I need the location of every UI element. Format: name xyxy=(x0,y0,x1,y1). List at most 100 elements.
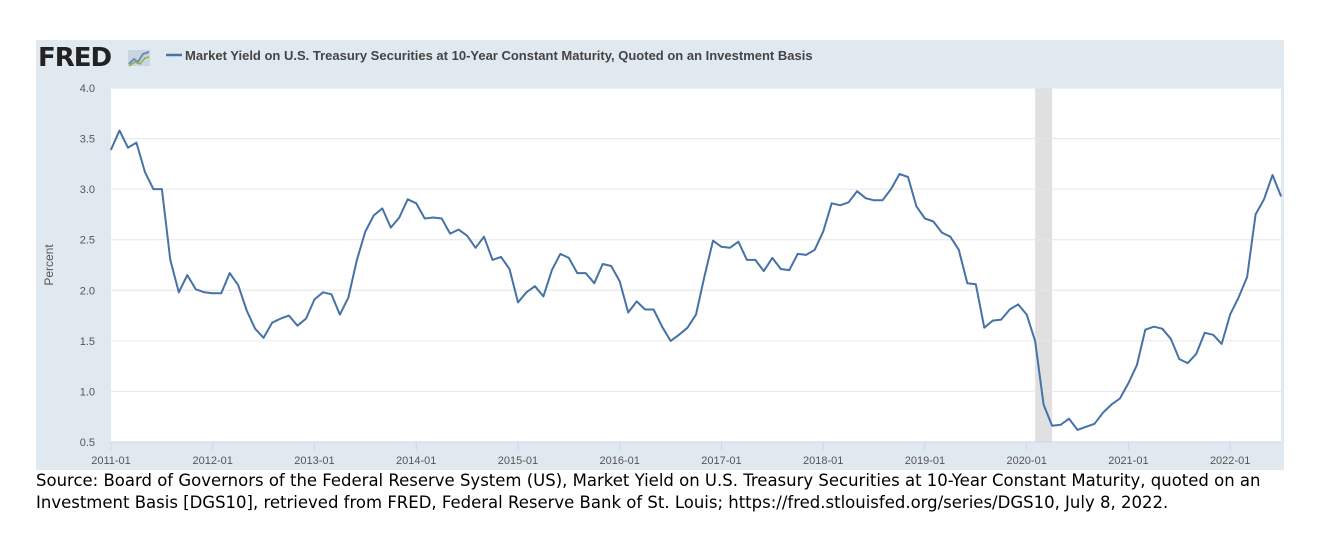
data-point xyxy=(195,288,197,290)
x-tick-label: 2014-01 xyxy=(396,455,436,467)
data-point xyxy=(822,231,824,233)
data-point xyxy=(534,285,536,287)
data-point xyxy=(788,269,790,271)
data-point xyxy=(907,176,909,178)
data-point xyxy=(754,259,756,261)
data-point xyxy=(703,275,706,277)
data-point xyxy=(356,259,358,261)
data-point xyxy=(958,249,960,251)
data-point xyxy=(941,232,943,234)
data-point xyxy=(1246,276,1248,278)
data-point xyxy=(966,282,968,284)
data-point xyxy=(1043,404,1045,406)
data-point xyxy=(865,197,867,199)
y-tick-label: 2.0 xyxy=(80,285,95,297)
data-point xyxy=(508,268,511,270)
data-point xyxy=(398,216,400,219)
data-point xyxy=(127,147,129,149)
y-axis-title: Percent xyxy=(42,244,56,286)
data-point xyxy=(585,272,587,274)
data-point xyxy=(1255,213,1257,215)
recession-shading xyxy=(1035,88,1053,442)
data-point xyxy=(814,249,816,251)
x-tick-label: 2013-01 xyxy=(294,455,334,467)
data-point xyxy=(746,259,748,261)
data-point xyxy=(1076,429,1079,431)
data-point xyxy=(1238,296,1240,298)
fred-logo-text: FRED xyxy=(38,43,112,73)
data-point xyxy=(1229,314,1231,316)
data-point xyxy=(466,235,468,237)
data-point xyxy=(1144,329,1146,331)
data-point xyxy=(220,292,222,294)
data-point xyxy=(720,246,723,248)
data-point xyxy=(898,173,901,175)
plot-background xyxy=(111,88,1281,442)
data-point xyxy=(1280,195,1282,197)
data-point xyxy=(161,188,163,190)
data-point xyxy=(415,202,417,204)
data-point xyxy=(263,337,265,339)
data-point xyxy=(475,247,477,249)
data-point xyxy=(780,268,782,270)
series-layer xyxy=(110,129,1282,431)
data-point xyxy=(313,298,316,300)
data-point xyxy=(254,328,256,330)
data-point xyxy=(924,217,926,220)
data-point xyxy=(949,236,951,238)
data-point xyxy=(373,214,375,216)
data-point xyxy=(1068,418,1070,420)
data-point xyxy=(1119,397,1121,400)
data-point xyxy=(729,247,731,249)
data-point xyxy=(118,129,121,132)
data-point xyxy=(152,188,154,190)
data-point xyxy=(491,259,494,261)
data-point xyxy=(695,314,697,316)
y-axis-ticks: 0.5 1.0 1.5 2.0 2.5 3.0 3.5 4.0 xyxy=(80,83,95,449)
data-point xyxy=(975,283,977,285)
x-tick-label: 2012-01 xyxy=(193,455,233,467)
y-tick-label: 3.5 xyxy=(80,134,95,146)
data-point xyxy=(737,241,740,243)
data-point xyxy=(1093,423,1096,425)
data-point xyxy=(653,308,655,311)
data-point xyxy=(610,265,612,267)
data-point xyxy=(1000,319,1002,321)
data-point xyxy=(330,293,332,295)
data-point xyxy=(1060,424,1062,426)
data-point xyxy=(458,229,460,231)
x-axis-ticks: 2011-01 2012-01 2013-01 2014-01 2015-01 2016-… xyxy=(91,442,1250,467)
data-point xyxy=(381,207,383,209)
data-point xyxy=(390,227,392,229)
data-point xyxy=(110,149,112,151)
data-point xyxy=(1085,426,1087,428)
data-point xyxy=(517,301,519,303)
data-point xyxy=(1161,328,1163,330)
data-point xyxy=(839,204,841,206)
data-point xyxy=(271,322,273,324)
data-point xyxy=(178,291,180,293)
data-point xyxy=(449,233,451,235)
data-point xyxy=(441,217,443,220)
data-point xyxy=(322,291,324,293)
data-point xyxy=(347,296,349,298)
data-point xyxy=(568,257,570,259)
data-point xyxy=(848,201,850,203)
data-point xyxy=(915,205,918,207)
fred-logo: FRED xyxy=(38,43,150,73)
data-point xyxy=(144,171,146,173)
y-tick-label: 2.5 xyxy=(80,235,95,247)
x-tick-label: 2020-01 xyxy=(1006,455,1046,467)
data-point xyxy=(424,217,426,220)
data-point xyxy=(636,300,638,302)
y-tick-label: 4.0 xyxy=(80,83,95,95)
x-tick-label: 2019-01 xyxy=(905,455,945,467)
data-point xyxy=(1026,314,1028,316)
data-point xyxy=(288,315,290,317)
y-tick-label: 3.0 xyxy=(80,184,95,196)
data-point xyxy=(576,272,578,274)
data-point xyxy=(305,318,307,320)
x-tick-label: 2015-01 xyxy=(498,455,538,467)
x-tick-label: 2022-01 xyxy=(1210,455,1250,467)
data-point xyxy=(1170,338,1172,340)
